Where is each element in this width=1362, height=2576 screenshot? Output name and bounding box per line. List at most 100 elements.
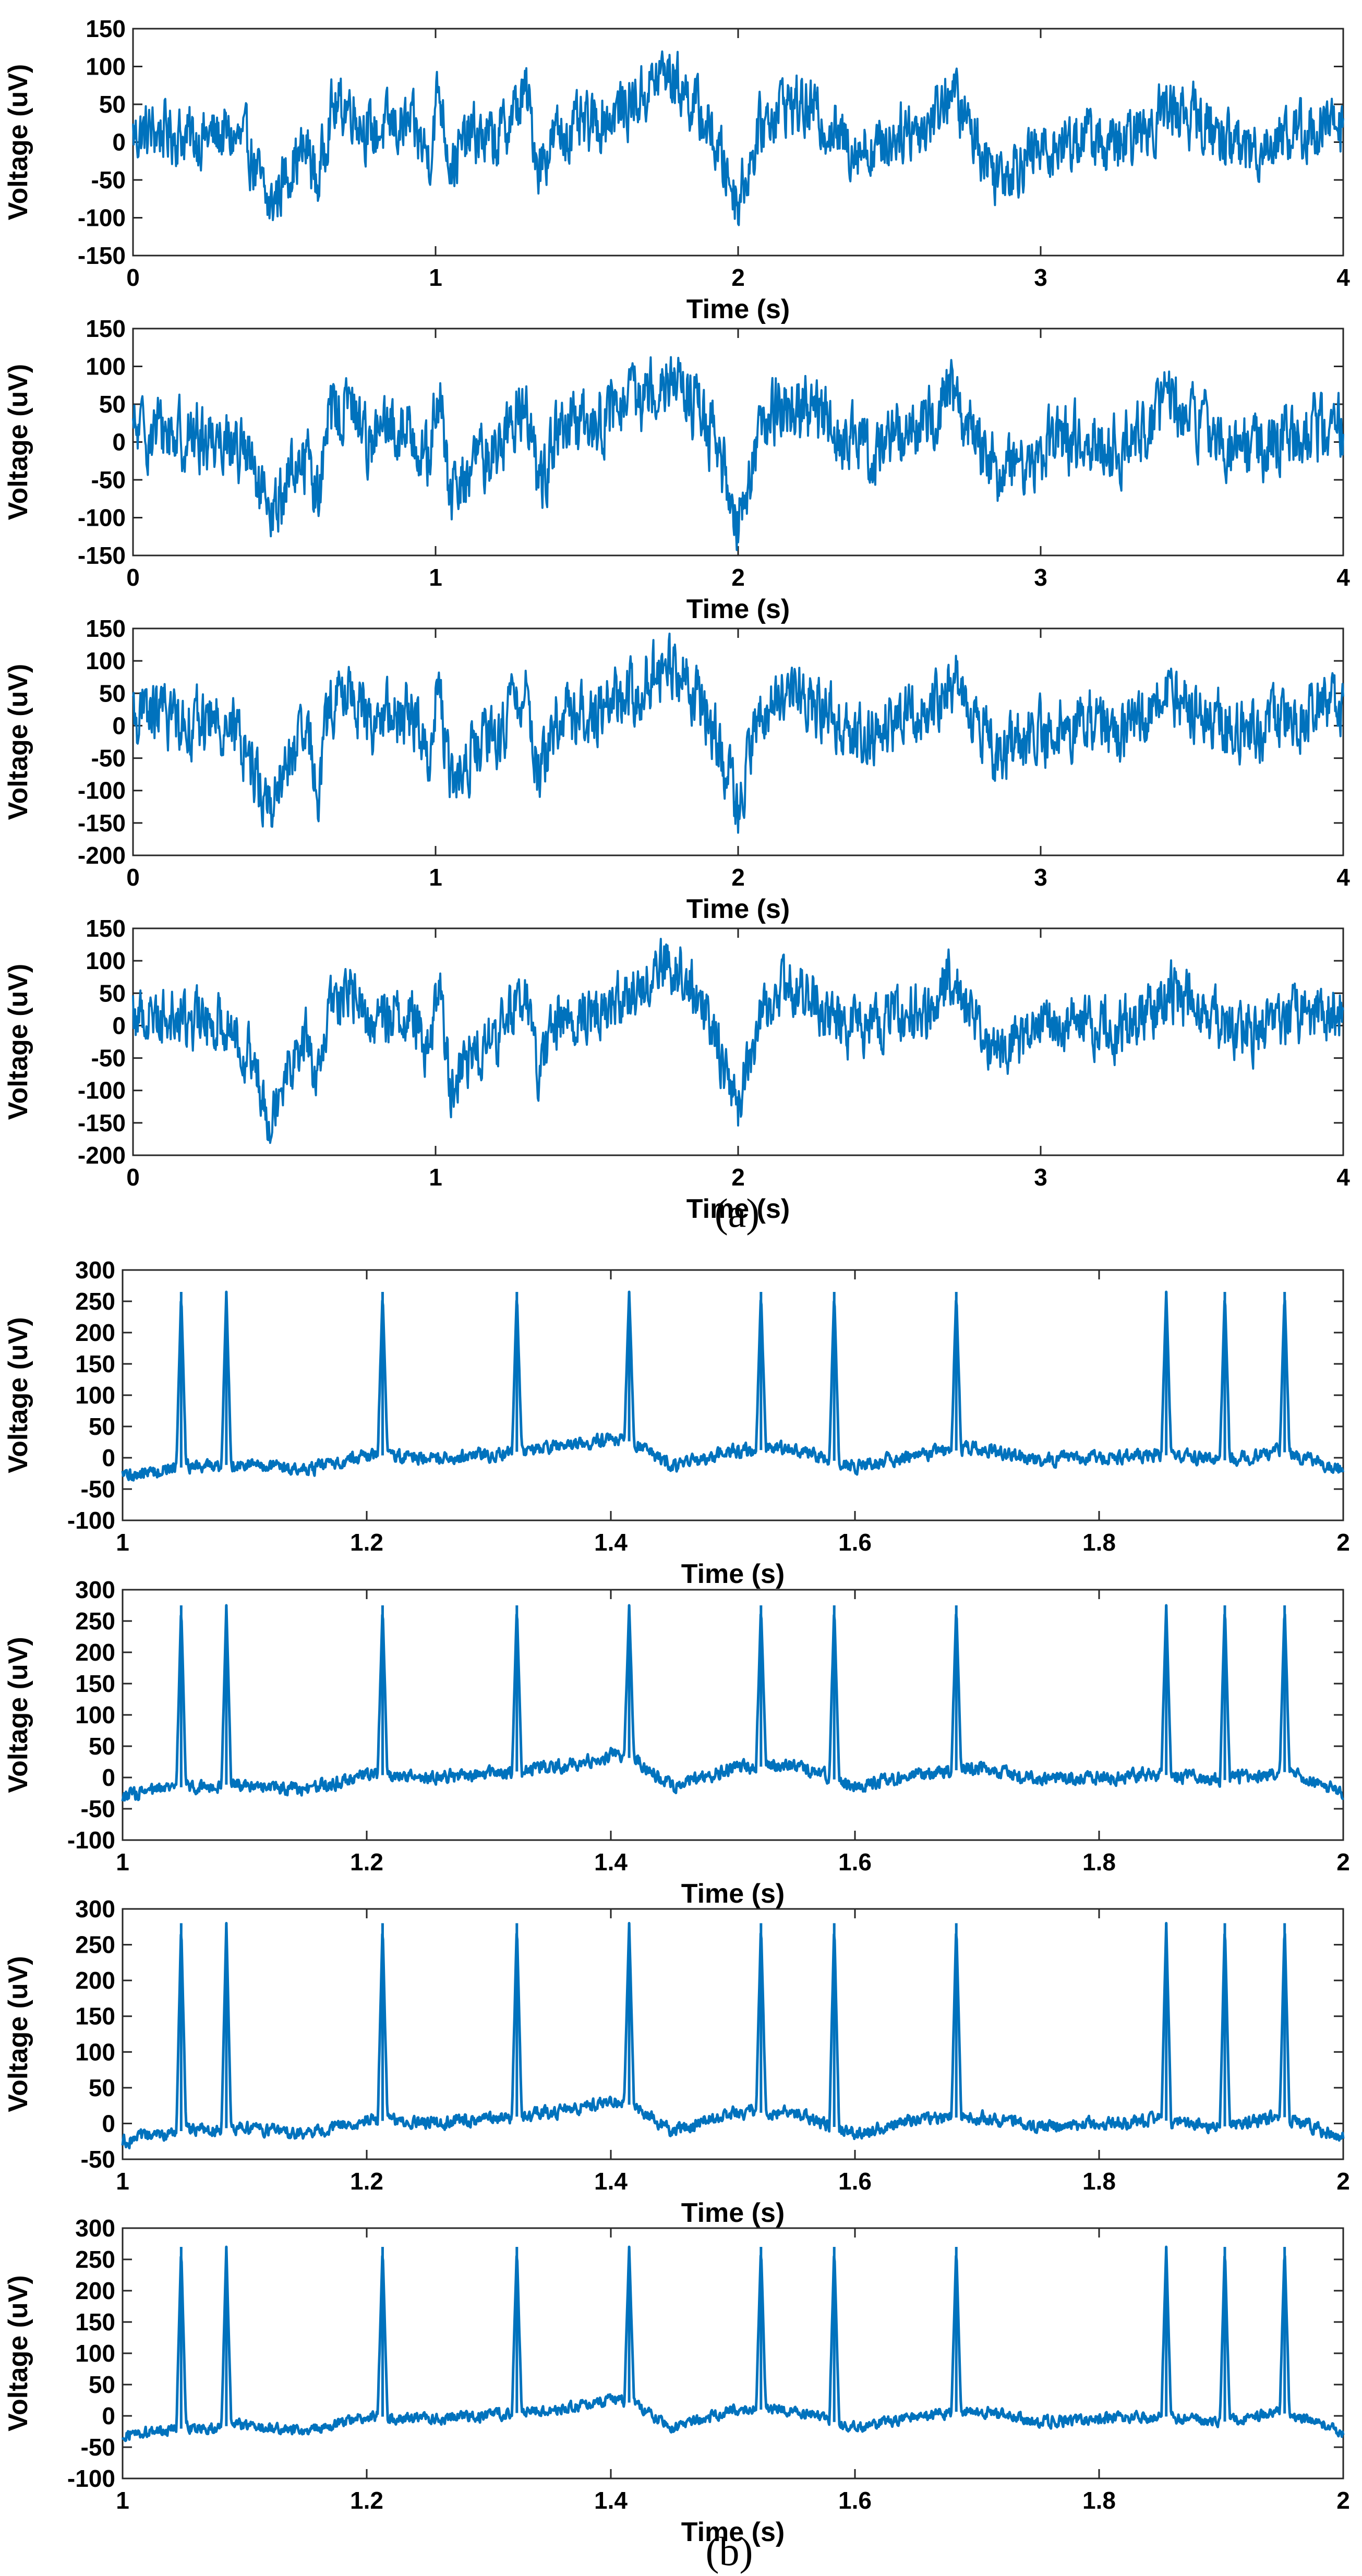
- panel-a-3-y-axis-label: Voltage (uV): [3, 664, 33, 820]
- panel-b-4-signal-line: [121, 2245, 1345, 2442]
- panel-b-3-xtick-label: 1.6: [838, 2168, 872, 2195]
- panel-a-1-y-axis-label: Voltage (uV): [3, 64, 33, 220]
- panel-b-4-ytick-label: 0: [102, 2402, 115, 2429]
- panel-b-1-ytick-label: -50: [81, 1476, 115, 1503]
- panel-a-2-ytick-label: -100: [78, 504, 126, 531]
- panel-b-4-xtick-label: 2: [1336, 2487, 1350, 2514]
- panel-a-1-ytick-label: 150: [86, 15, 126, 42]
- panel-a-3-ytick-label: -50: [91, 745, 126, 772]
- panel-b-2-ytick-label: 300: [75, 1576, 115, 1603]
- panel-b-2-ytick-label: 200: [75, 1639, 115, 1666]
- panel-b-4-ytick-label: 300: [75, 2215, 115, 2242]
- panel-b-1-y-axis-label: Voltage (uV): [3, 1317, 33, 1473]
- panel-a-2-xtick-label: 0: [126, 564, 140, 591]
- panel-b-3-y-axis-label: Voltage (uV): [3, 1956, 33, 2112]
- panel-b-1-ytick-label: 50: [89, 1413, 115, 1440]
- panel-b-3-xtick-label: 1: [116, 2168, 129, 2195]
- panel-b-4-ytick-label: 100: [75, 2340, 115, 2367]
- panel-a-1-signal-line: [132, 50, 1344, 226]
- panel-b-1-ytick-label: 300: [75, 1256, 115, 1284]
- panel-b-2-ytick-label: 0: [102, 1764, 115, 1791]
- panel-b-4-xtick-label: 1.6: [838, 2487, 872, 2514]
- panel-a-1-xtick-label: 4: [1336, 264, 1350, 291]
- panel-b-4-xtick-label: 1: [116, 2487, 129, 2514]
- panel-a-3-signal-line: [132, 632, 1344, 834]
- panel-b-4-ytick-label: -100: [67, 2465, 115, 2492]
- panel-a-3-xtick-label: 3: [1034, 864, 1047, 891]
- panel-a-4-ytick-label: -200: [78, 1142, 126, 1169]
- panel-b-3-ytick-label: 0: [102, 2110, 115, 2137]
- panel-b-3-ytick-label: 200: [75, 1967, 115, 1994]
- panel-b-2-xtick-label: 1.6: [838, 1848, 872, 1876]
- panel-a-3-ytick-label: 150: [86, 615, 126, 642]
- panel-b-3-xtick-label: 1.8: [1082, 2168, 1116, 2195]
- panel-b-2-signal-line: [121, 1604, 1344, 1802]
- panel-a-1-ytick-label: 100: [86, 53, 126, 80]
- panel-b-2-xtick-label: 1.4: [594, 1848, 628, 1876]
- panel-b-1-ytick-label: 100: [75, 1382, 115, 1409]
- panel-a-2-signal-line: [132, 356, 1344, 551]
- panel-b-3-ytick-label: 150: [75, 2003, 115, 2030]
- panel-b-3-xtick-label: 1.4: [594, 2168, 628, 2195]
- panel-b-2-axes-box: [122, 1589, 1344, 1841]
- panel-b-2-ytick-label: 50: [89, 1733, 115, 1760]
- panel-a-1-xtick-label: 2: [731, 264, 745, 291]
- panel-a-2-xtick-label: 2: [731, 564, 745, 591]
- panel-a-3-xtick-label: 1: [429, 864, 442, 891]
- panel-a-4-ytick-label: -150: [78, 1109, 126, 1136]
- panel-a-3-xtick-label: 0: [126, 864, 140, 891]
- panel-b-3-ytick-label: 250: [75, 1931, 115, 1958]
- panel-b-caption: (b): [706, 2529, 753, 2574]
- panel-b-2-ytick-label: -50: [81, 1795, 115, 1822]
- panel-a-4-ytick-label: 0: [112, 1012, 126, 1039]
- panel-a-3-ytick-label: 100: [86, 647, 126, 674]
- panel-b-2-xtick-label: 1: [116, 1848, 129, 1876]
- panel-a-3-x-axis-label: Time (s): [686, 894, 790, 924]
- panel-b-4-ytick-label: 50: [89, 2371, 115, 2398]
- panel-b-3-axes-box: [122, 1908, 1344, 2160]
- panel-a-2-xtick-label: 4: [1336, 564, 1350, 591]
- panel-a-1-ytick-label: -50: [91, 166, 126, 193]
- panel-a-1-xtick-label: 0: [126, 264, 140, 291]
- panel-b-2-x-axis-label: Time (s): [681, 1879, 785, 1909]
- panel-a-1-ytick-label: 50: [99, 91, 126, 118]
- panel-a-4-ytick-label: 100: [86, 947, 126, 974]
- panel-a-1-ytick-label: 0: [112, 129, 126, 156]
- panel-b-4-ytick-label: -50: [81, 2434, 115, 2461]
- panel-b-1-xtick-label: 2: [1336, 1529, 1350, 1556]
- panel-a-3-ytick-label: 0: [112, 712, 126, 739]
- panel-b-1-xtick-label: 1.2: [350, 1529, 383, 1556]
- panel-b-4-xtick-label: 1.2: [350, 2487, 383, 2514]
- panel-b-2-ytick-label: -100: [67, 1827, 115, 1854]
- panel-b-1-xtick-label: 1.8: [1082, 1529, 1116, 1556]
- panel-a-4-y-axis-label: Voltage (uV): [3, 964, 33, 1120]
- panel-a-1-x-axis-label: Time (s): [686, 294, 790, 324]
- panel-b-3-ytick-label: -50: [81, 2146, 115, 2173]
- panel-a-2-xtick-label: 3: [1034, 564, 1047, 591]
- panel-b-4-x-axis-label: Time (s): [681, 2517, 785, 2547]
- panel-b-3-ytick-label: 100: [75, 2038, 115, 2065]
- panel-a-2-x-axis-label: Time (s): [686, 594, 790, 624]
- panel-a-4-ytick-label: 50: [99, 979, 126, 1007]
- panel-a-2-ytick-label: 0: [112, 429, 126, 456]
- panel-b-1-ytick-label: 150: [75, 1350, 115, 1377]
- panel-a-1-ytick-label: -150: [78, 242, 126, 269]
- panel-b-3-ytick-label: 50: [89, 2074, 115, 2101]
- panel-b-4-ytick-label: 200: [75, 2277, 115, 2304]
- panel-a-2-ytick-label: -50: [91, 466, 126, 493]
- panel-b-4-axes-box: [122, 2227, 1344, 2480]
- panel-a-2-ytick-label: -150: [78, 542, 126, 569]
- panel-a-1-xtick-label: 1: [429, 264, 442, 291]
- panel-a-1-xtick-label: 3: [1034, 264, 1047, 291]
- panel-b-2-xtick-label: 2: [1336, 1848, 1350, 1876]
- panel-a-3-xtick-label: 2: [731, 864, 745, 891]
- panel-b-1-xtick-label: 1.6: [838, 1529, 872, 1556]
- panel-b-4-y-axis-label: Voltage (uV): [3, 2275, 33, 2431]
- panel-b-2-xtick-label: 1.2: [350, 1848, 383, 1876]
- panel-b-1-x-axis-label: Time (s): [681, 1559, 785, 1589]
- panel-b-1-signal-line: [121, 1290, 1345, 1482]
- panel-b-4-ytick-label: 250: [75, 2246, 115, 2273]
- panel-a-4-xtick-label: 4: [1336, 1164, 1350, 1191]
- panel-a-3-ytick-label: -150: [78, 809, 126, 837]
